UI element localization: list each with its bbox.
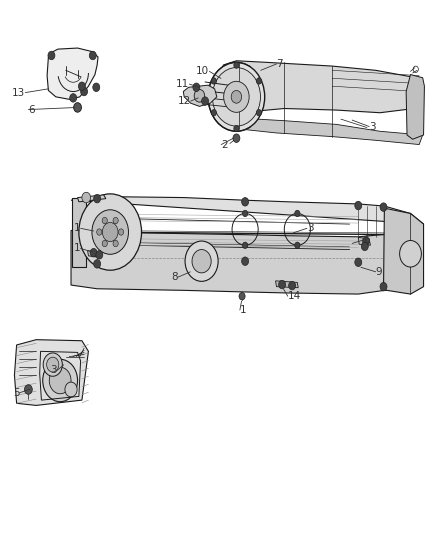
Circle shape	[65, 382, 77, 397]
Circle shape	[43, 359, 78, 402]
Circle shape	[192, 249, 211, 273]
Circle shape	[355, 201, 362, 210]
Circle shape	[49, 367, 71, 394]
Circle shape	[279, 280, 286, 289]
Circle shape	[363, 237, 370, 245]
Circle shape	[361, 242, 368, 251]
Circle shape	[48, 51, 55, 60]
Polygon shape	[191, 261, 215, 273]
Circle shape	[242, 198, 249, 206]
Circle shape	[70, 94, 77, 102]
Text: 6: 6	[28, 104, 35, 115]
Text: 12: 12	[177, 96, 191, 106]
Circle shape	[256, 78, 261, 84]
Circle shape	[380, 282, 387, 291]
Circle shape	[79, 194, 141, 270]
Circle shape	[92, 210, 128, 254]
Circle shape	[43, 353, 62, 376]
Circle shape	[102, 222, 118, 241]
Circle shape	[118, 229, 124, 235]
Circle shape	[233, 134, 240, 142]
Text: 8: 8	[171, 272, 178, 282]
Polygon shape	[215, 97, 423, 144]
Circle shape	[47, 357, 59, 372]
Polygon shape	[47, 48, 98, 100]
Text: 1: 1	[74, 244, 81, 254]
Circle shape	[94, 260, 101, 268]
Circle shape	[90, 248, 97, 257]
Circle shape	[234, 125, 239, 132]
Circle shape	[81, 87, 88, 96]
Circle shape	[93, 83, 100, 92]
Circle shape	[243, 211, 248, 216]
Circle shape	[212, 68, 261, 126]
Circle shape	[94, 195, 101, 203]
Text: 6: 6	[364, 235, 370, 245]
Polygon shape	[215, 61, 423, 118]
Circle shape	[208, 62, 265, 131]
Circle shape	[242, 257, 249, 265]
Text: 3: 3	[369, 122, 376, 132]
Circle shape	[399, 240, 421, 267]
Circle shape	[102, 217, 107, 224]
Circle shape	[113, 217, 118, 224]
Circle shape	[78, 82, 85, 91]
Circle shape	[185, 241, 218, 281]
Text: 5: 5	[13, 387, 20, 398]
Circle shape	[97, 229, 102, 235]
Circle shape	[224, 82, 249, 112]
Circle shape	[231, 91, 242, 103]
Polygon shape	[406, 75, 424, 139]
Polygon shape	[78, 195, 106, 202]
Circle shape	[289, 281, 296, 290]
Polygon shape	[384, 208, 424, 294]
Polygon shape	[88, 251, 96, 257]
Polygon shape	[358, 237, 371, 245]
Circle shape	[194, 90, 205, 102]
Circle shape	[193, 83, 200, 92]
Polygon shape	[14, 340, 88, 406]
Circle shape	[113, 240, 118, 247]
Text: 3: 3	[50, 366, 57, 375]
Circle shape	[89, 51, 96, 60]
Circle shape	[211, 78, 216, 84]
Text: 14: 14	[288, 291, 301, 301]
Text: 3: 3	[307, 223, 314, 233]
Polygon shape	[276, 281, 298, 288]
Circle shape	[355, 258, 362, 266]
Circle shape	[25, 385, 32, 394]
Circle shape	[234, 62, 239, 68]
Text: 13: 13	[12, 87, 25, 98]
Polygon shape	[184, 85, 217, 107]
Text: 1: 1	[74, 223, 81, 233]
Polygon shape	[71, 224, 424, 294]
Circle shape	[96, 251, 103, 259]
Circle shape	[380, 203, 387, 212]
Circle shape	[239, 293, 245, 300]
Circle shape	[82, 192, 91, 203]
Text: 2: 2	[221, 140, 228, 150]
Polygon shape	[72, 198, 86, 266]
Text: 11: 11	[176, 79, 189, 89]
Circle shape	[201, 97, 208, 106]
Text: 1: 1	[240, 305, 247, 315]
Circle shape	[295, 211, 300, 216]
Text: 7: 7	[276, 59, 283, 69]
Polygon shape	[71, 197, 424, 224]
Text: 10: 10	[196, 67, 209, 76]
Circle shape	[211, 109, 216, 116]
Circle shape	[256, 109, 261, 116]
Circle shape	[102, 240, 107, 247]
Circle shape	[295, 242, 300, 248]
Circle shape	[74, 103, 81, 112]
Text: 9: 9	[376, 267, 382, 277]
Circle shape	[243, 242, 248, 248]
